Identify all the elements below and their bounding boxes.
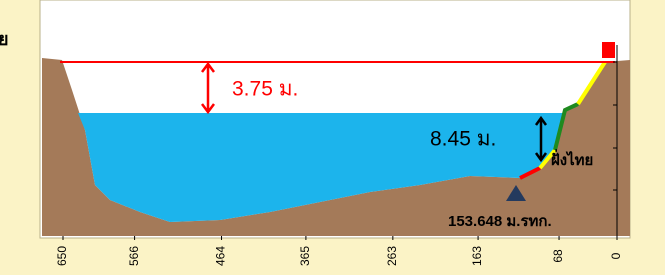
x-tick-label: 163 xyxy=(470,246,484,266)
gauge-label: 153.648 ม.รทก. xyxy=(448,213,552,230)
x-tick-label: 365 xyxy=(298,246,312,266)
freeboard-label: 3.75 ม. xyxy=(232,78,298,101)
side-label: ย xyxy=(0,29,9,49)
x-tick-label: 0 xyxy=(609,252,623,259)
x-tick-label: 68 xyxy=(551,249,565,263)
bank-label: ฝั่งไทย xyxy=(551,149,593,169)
x-tick-label: 263 xyxy=(385,246,399,266)
x-tick-label: 566 xyxy=(127,246,141,266)
bank-marker xyxy=(602,42,615,58)
chart: ย 3.75 ม. 8.45 ม. ฝั่งไทย 153.648 ม.รทก. 650… xyxy=(0,0,665,275)
x-tick-label: 464 xyxy=(214,246,228,266)
x-tick-label: 650 xyxy=(55,246,69,266)
depth-label: 8.45 ม. xyxy=(430,128,496,151)
